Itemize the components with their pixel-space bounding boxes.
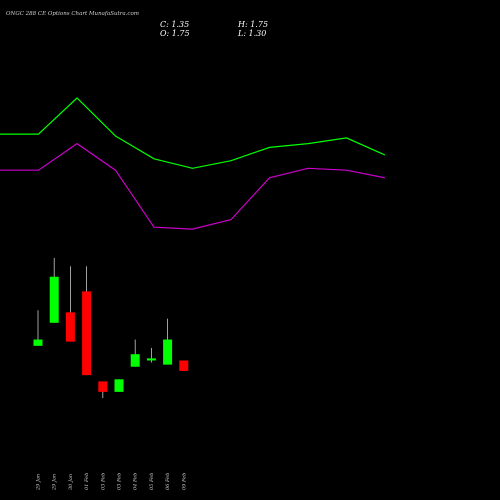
high-readout: H: 1.75	[237, 20, 268, 29]
candle-body	[179, 360, 189, 371]
x-tick-label: 06 Feb	[165, 473, 171, 490]
candle-2	[65, 266, 75, 342]
overlay-lines	[0, 97, 386, 230]
candle-4	[98, 381, 108, 399]
x-tick-label: 04 Feb	[133, 473, 139, 490]
overlay-line-1	[0, 142, 386, 230]
candle-0	[33, 310, 43, 346]
x-tick-label: 05 Feb	[149, 473, 155, 490]
candle-6	[130, 339, 140, 367]
x-tick-label: 09 Feb	[181, 473, 187, 490]
candle-3	[82, 266, 92, 376]
candle-body	[163, 339, 173, 365]
candle-body	[33, 339, 43, 346]
candle-8	[163, 318, 173, 365]
overlay-line-0	[0, 97, 386, 169]
x-tick-label: 29 Jan	[36, 474, 42, 491]
candle-body	[98, 381, 108, 392]
candle-5	[114, 379, 124, 392]
x-axis-ticks: 29 Jan 29 Jan 30 Jan 01 Feb 03 Feb 03 Feb 04 F…	[36, 473, 188, 491]
candle-body	[114, 379, 124, 392]
x-tick-label: 03 Feb	[100, 473, 106, 490]
candle-1	[49, 257, 59, 323]
x-tick-label: 29 Jan	[52, 474, 58, 491]
candle-9	[179, 360, 189, 371]
candle-body	[82, 291, 92, 376]
x-tick-label: 30 Jan	[68, 474, 74, 490]
x-tick-label: 01 Feb	[84, 473, 90, 490]
chart-title: ONGC 288 CE Options Chart MunafaSutra.co…	[6, 11, 139, 17]
candle-body	[130, 354, 140, 367]
open-readout: O: 1.75	[160, 29, 190, 38]
candle-7	[146, 347, 156, 363]
candles	[33, 257, 189, 399]
candle-body	[65, 312, 75, 342]
candle-body	[146, 358, 156, 361]
low-readout: L: 1.30	[237, 29, 266, 38]
x-tick-label: 03 Feb	[117, 473, 123, 490]
candle-body	[49, 276, 59, 323]
close-readout: C: 1.35	[160, 20, 189, 29]
